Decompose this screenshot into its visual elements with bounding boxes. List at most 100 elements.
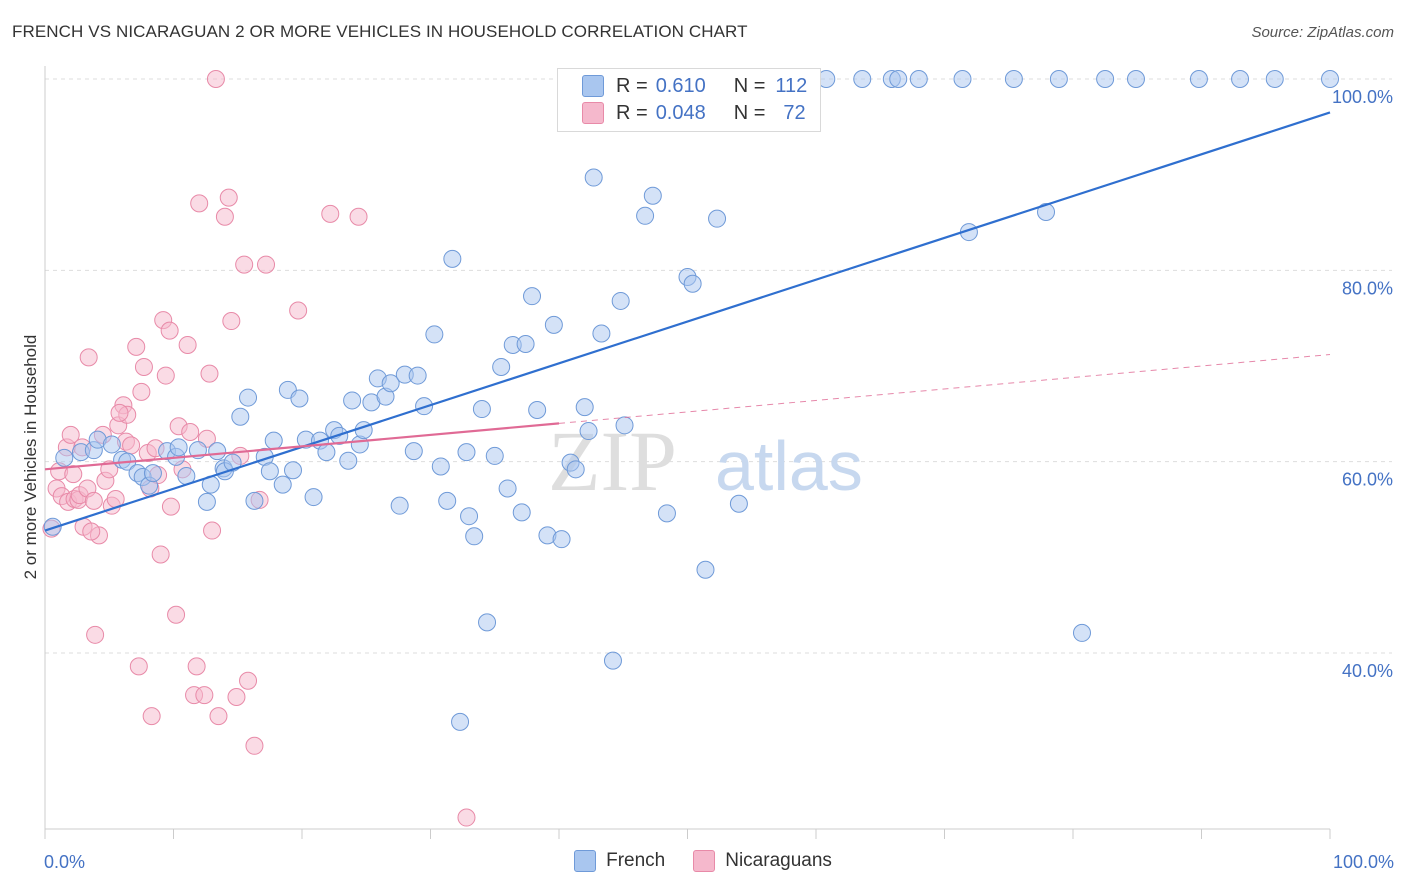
grid-lines <box>45 78 1392 654</box>
nicaraguan-point <box>215 207 234 226</box>
nicaraguan-point <box>195 686 214 705</box>
nicaraguan-trend-extension <box>558 354 1331 424</box>
nicaraguan-swatch <box>582 102 604 124</box>
french-point <box>544 315 563 334</box>
nicaraguan-point <box>142 707 161 726</box>
r-value: 0.048 <box>655 101 706 124</box>
french-point <box>953 70 972 88</box>
x-tick-label-max: 100.0% <box>1333 852 1394 872</box>
axes <box>44 66 1331 839</box>
french-point <box>1072 623 1091 642</box>
french-point <box>853 70 872 88</box>
correlation-legend: R = 0.610 N = 112 R = 0.048 N = 72 <box>557 68 821 132</box>
r-value: 0.610 <box>655 74 706 97</box>
french-point <box>636 206 655 225</box>
french-point <box>584 168 603 187</box>
french-point <box>512 503 531 522</box>
french-point <box>657 504 676 523</box>
french-point <box>1049 70 1068 88</box>
french-point <box>729 494 748 513</box>
french-point <box>273 475 292 494</box>
y-tick-label: 40.0% <box>1342 661 1393 681</box>
nicaraguan-trend-line <box>44 422 560 471</box>
french-point <box>498 479 517 498</box>
french-point <box>457 443 476 462</box>
nicaraguan-point <box>82 522 101 541</box>
nicaraguan-point <box>457 808 476 827</box>
french-points <box>43 70 1339 731</box>
french-point <box>1096 70 1115 88</box>
nicaraguan-point <box>129 657 148 676</box>
french-swatch <box>574 850 597 872</box>
nicaraguan-point <box>190 194 209 213</box>
nicaraguan-point <box>239 671 258 690</box>
nicaraguan-point <box>219 188 238 207</box>
legend-item-nicaraguans[interactable]: Nicaraguans <box>693 850 832 872</box>
french-point <box>552 530 571 549</box>
french-point <box>1037 202 1056 221</box>
nicaraguan-point <box>167 605 186 624</box>
nicaraguan-point <box>134 357 153 376</box>
french-point <box>485 446 504 465</box>
french-point <box>438 491 457 510</box>
y-tick-label: 80.0% <box>1342 278 1393 298</box>
n-label: N = <box>733 101 766 124</box>
french-point <box>425 325 444 344</box>
french-point <box>43 517 62 536</box>
french-point <box>1126 70 1145 88</box>
french-point <box>516 334 535 353</box>
legend-item-french[interactable]: French <box>574 850 665 872</box>
french-point <box>696 560 715 579</box>
french-point <box>889 70 908 88</box>
french-point <box>1004 70 1023 88</box>
nicaraguan-point <box>203 521 222 540</box>
french-point <box>245 491 264 510</box>
nicaraguan-point <box>349 207 368 226</box>
french-point <box>1321 70 1339 88</box>
x-tick-label-min: 0.0% <box>44 852 85 872</box>
french-point <box>260 462 279 481</box>
nicaraguan-point <box>79 348 98 367</box>
french-point <box>339 451 358 470</box>
nicaraguan-point <box>156 366 175 385</box>
nicaraguan-point <box>132 382 151 401</box>
nicaraguan-point <box>321 204 340 223</box>
nicaraguan-point <box>84 491 103 510</box>
french-point <box>592 324 611 343</box>
french-point <box>460 507 479 526</box>
legend-label-french: French <box>606 850 666 871</box>
french-point <box>579 422 598 441</box>
french-point <box>197 492 216 511</box>
legend-row-french: R = 0.610 N = 112 <box>582 73 807 99</box>
french-point <box>492 357 511 376</box>
french-point <box>566 460 585 479</box>
french-point <box>451 712 470 731</box>
nicaraguan-point <box>289 301 308 320</box>
nicaraguan-point <box>64 465 83 484</box>
nicaraguan-point <box>86 625 105 644</box>
french-point <box>343 391 362 410</box>
french-point <box>304 488 323 507</box>
french-point <box>284 461 303 480</box>
n-label: N = <box>733 74 766 97</box>
french-point <box>1189 70 1208 88</box>
nicaraguan-point <box>181 423 200 442</box>
nicaraguan-point <box>161 497 180 516</box>
french-point <box>231 407 250 426</box>
nicaraguan-point <box>110 403 129 422</box>
nicaraguan-point <box>245 736 264 755</box>
french-point <box>404 442 423 461</box>
n-value: 72 <box>783 101 806 124</box>
french-point <box>239 388 258 407</box>
nicaraguan-point <box>209 707 228 726</box>
french-point <box>603 651 622 670</box>
chart-title: FRENCH VS NICARAGUAN 2 OR MORE VEHICLES … <box>12 22 748 41</box>
nicaraguan-point <box>187 657 206 676</box>
r-label: R = <box>616 74 648 97</box>
french-point <box>465 527 484 546</box>
legend-label-nicaraguans: Nicaraguans <box>725 850 832 871</box>
legend-row-nicaraguan: R = 0.048 N = 72 <box>582 100 806 126</box>
nicaraguan-point <box>222 312 241 331</box>
french-point <box>443 249 462 268</box>
